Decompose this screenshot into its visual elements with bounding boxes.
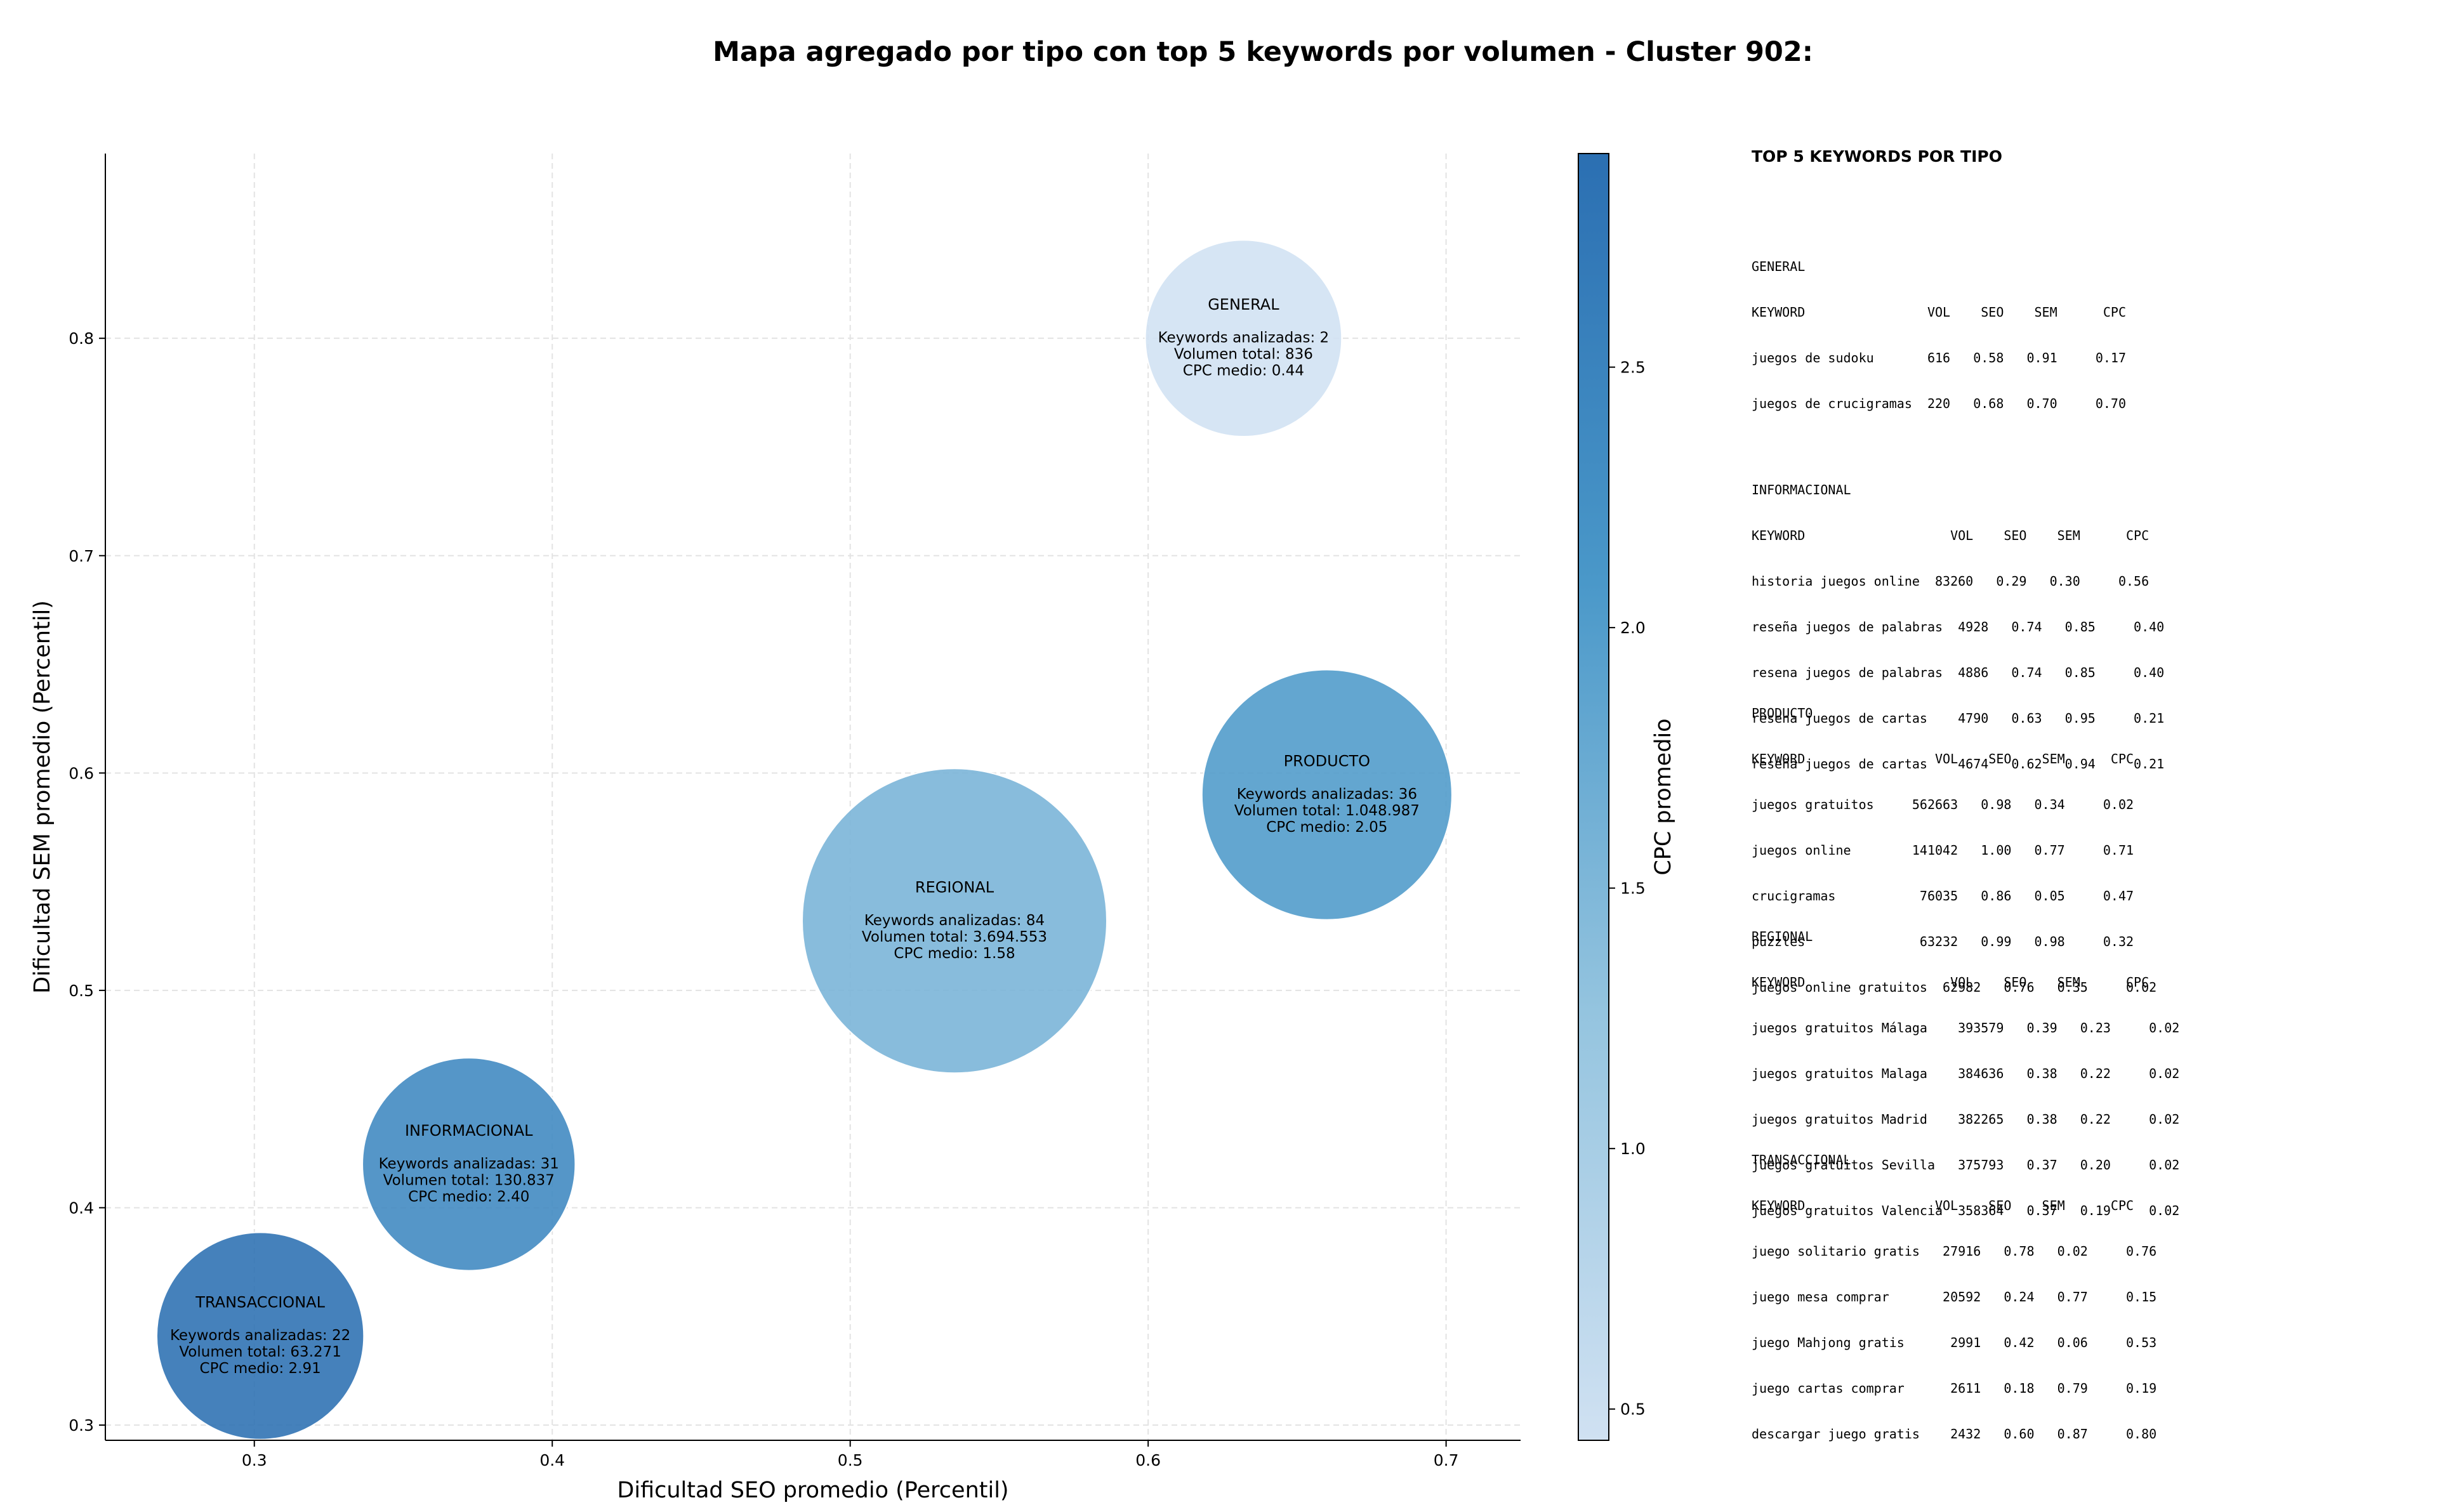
y-tick-label: 0.6 [69,764,94,782]
bubble-label-line: CPC medio: 2.91 [200,1360,321,1377]
section-line: juegos de crucigramas 220 0.68 0.70 0.70 [1752,396,2127,411]
colorbar-label: CPC promedio [1651,718,1676,875]
section-line: juego solitario gratis 27916 0.78 0.02 0… [1752,1244,2157,1259]
bubble-producto [1201,669,1453,921]
section-line: juegos gratuitos Malaga 384636 0.38 0.22… [1752,1066,2180,1081]
bubble-label-line: CPC medio: 2.40 [408,1188,529,1205]
section-line: juegos online 141042 1.00 0.77 0.71 [1752,843,2134,858]
keyword-section-informacional: INFORMACIONAL KEYWORD VOL SEO SEM CPC hi… [1752,452,2164,802]
section-line: juegos gratuitos 562663 0.98 0.34 0.02 [1752,797,2134,812]
section-line: REGIONAL [1752,929,1813,944]
top-keywords-title: TOP 5 KEYWORDS POR TIPO [1752,147,2002,166]
section-line: resena juegos de palabras 4886 0.74 0.85… [1752,665,2165,680]
colorbar-tick-label: 1.5 [1620,879,1646,898]
colorbar-gradient [1578,153,1609,1441]
section-line: reseña juegos de palabras 4928 0.74 0.85… [1752,619,2165,634]
keyword-section-regional: REGIONAL KEYWORD VOL SEO SEM CPC juegos … [1752,898,2179,1249]
bubble-label-line: Keywords analizadas: 2 [1158,330,1330,346]
colorbar-tick-label: 0.5 [1620,1400,1646,1419]
section-line: juego Mahjong gratis 2991 0.42 0.06 0.53 [1752,1335,2157,1350]
bubble-label-title: REGIONAL [915,878,994,896]
keyword-section-producto: PRODUCTO KEYWORD VOL SEO SEM CPC juegos … [1752,675,2156,1025]
section-line: juegos gratuitos Sevilla 375793 0.37 0.2… [1752,1157,2180,1173]
colorbar-tick-label: 1.0 [1620,1140,1646,1158]
section-line: descargar juego gratis 2432 0.60 0.87 0.… [1752,1426,2157,1442]
chart-title: Mapa agregado por tipo con top 5 keyword… [713,36,1813,68]
section-line: KEYWORD VOL SEO SEM CPC [1752,305,2127,320]
bubble-regional [802,768,1107,1074]
y-tick-label: 0.4 [69,1199,94,1217]
keyword-section-general: GENERAL KEYWORD VOL SEO SEM CPC juegos d… [1752,228,2126,442]
section-line: KEYWORD VOL SEO SEM CPC [1752,1198,2134,1213]
bubble-label-title: INFORMACIONAL [405,1122,533,1140]
x-tick-label: 0.5 [838,1451,863,1469]
section-line: TRANSACCIONAL [1752,1152,1851,1167]
section-line: reseña juegos de cartas 4674 0.62 0.94 0… [1752,756,2165,772]
bubble-label-line: Keywords analizadas: 31 [379,1155,559,1172]
bubble-label-title: GENERAL [1208,296,1279,313]
bubble-label-line: CPC medio: 1.58 [894,945,1015,962]
keyword-section-transaccional: TRANSACCIONAL KEYWORD VOL SEO SEM CPC ju… [1752,1122,2156,1472]
bubble-label-line: Volumen total: 3.694.553 [862,929,1047,945]
section-line: juegos gratuitos Málaga 393579 0.39 0.23… [1752,1020,2180,1035]
bubble-label-title: PRODUCTO [1284,753,1370,770]
x-tick-label: 0.6 [1135,1451,1161,1469]
bubble-general [1144,239,1343,438]
x-tick-label: 0.3 [242,1451,267,1469]
bubble-label-line: Volumen total: 130.837 [383,1172,555,1188]
section-line: juegos online gratuitos 62982 0.76 0.35 … [1752,980,2157,995]
section-line: KEYWORD VOL SEO SEM CPC [1752,751,2134,766]
section-line: historia juegos online 83260 0.29 0.30 0… [1752,574,2150,589]
section-line: puzzles 63232 0.99 0.98 0.32 [1752,934,2134,949]
bubble-label-line: Keywords analizadas: 84 [864,912,1045,929]
y-tick-label: 0.5 [69,982,94,1000]
bubble-label-title: TRANSACCIONAL [195,1294,325,1311]
bubble-label-line: Volumen total: 836 [1174,346,1313,363]
section-line: resena juegos de cartas 4790 0.63 0.95 0… [1752,711,2165,726]
x-tick-label: 0.4 [539,1451,565,1469]
x-axis-label: Dificultad SEO promedio (Percentil) [617,1478,1008,1503]
bubble-label-line: CPC medio: 2.05 [1266,819,1387,836]
section-line: INFORMACIONAL [1752,482,1851,497]
y-tick-label: 0.7 [69,547,94,565]
section-line: juegos de sudoku 616 0.58 0.91 0.17 [1752,350,2127,365]
bubble-label-line: Keywords analizadas: 36 [1237,786,1417,803]
section-line: KEYWORD VOL SEO SEM CPC [1752,528,2150,543]
section-line: crucigramas 76035 0.86 0.05 0.47 [1752,888,2134,904]
bubble-label-line: CPC medio: 0.44 [1183,363,1304,379]
section-line: GENERAL [1752,259,1806,274]
y-axis-label: Dificultad SEM promedio (Percentil) [30,600,55,994]
section-line: KEYWORD VOL SEO SEM CPC [1752,975,2150,990]
bubble-transaccional [155,1232,365,1440]
y-tick-label: 0.3 [69,1416,94,1435]
section-line: juego mesa comprar 20592 0.24 0.77 0.15 [1752,1289,2157,1305]
bubble-label-line: Keywords analizadas: 22 [170,1327,350,1344]
top-keywords-panel: TOP 5 KEYWORDS POR TIPO GENERAL KEYWORD … [1752,147,2424,1442]
y-tick-label: 0.8 [69,329,94,348]
x-tick-label: 0.7 [1434,1451,1459,1469]
colorbar: 0.5 1.0 1.5 2.0 2.5 CPC promedio [1578,153,1676,1441]
bubble-informacional [362,1057,576,1272]
section-line: juegos gratuitos Valencia 358364 0.37 0.… [1752,1203,2180,1218]
section-line: PRODUCTO [1752,706,1813,721]
bubble-label-line: Volumen total: 63.271 [179,1344,341,1360]
colorbar-tick-label: 2.0 [1620,619,1646,637]
section-line: juego cartas comprar 2611 0.18 0.79 0.19 [1752,1381,2157,1396]
bubble-label-line: Volumen total: 1.048.987 [1234,803,1420,819]
colorbar-tick-label: 2.5 [1620,358,1646,377]
section-line: juegos gratuitos Madrid 382265 0.38 0.22… [1752,1112,2180,1127]
